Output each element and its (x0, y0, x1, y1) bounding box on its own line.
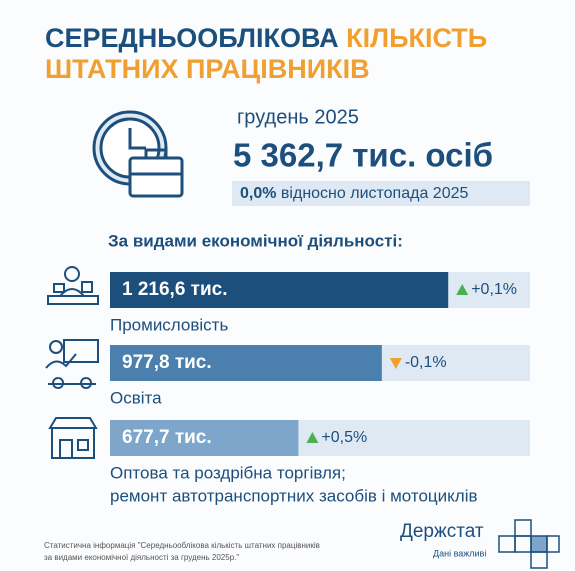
change: 0,0% відносно листопада 2025 (240, 185, 468, 202)
change-value: 0,0% (240, 185, 276, 202)
footer: Статистична інформація "Середньооблікова… (44, 519, 560, 569)
change-label: +0,5% (321, 429, 367, 446)
title-dark: СЕРЕДНЬООБЛІКОВА (45, 23, 339, 53)
arrow-down (389, 358, 402, 369)
source: Статистична інформація "Середньооблікова… (44, 541, 320, 550)
total: 5 362,7 тис. осіб (233, 137, 493, 174)
title-accent: ШТАТНИХ ПРАЦІВНИКІВ (45, 54, 370, 84)
activity-name: Оптова та роздрібна торгівля; (110, 463, 346, 482)
bar-label: 677,7 тис. (122, 427, 212, 448)
icon-industry (47, 266, 99, 305)
change-note: відносно листопада 2025 (281, 185, 469, 202)
source: за видами економічної діяльності за груд… (44, 553, 239, 562)
items: 1 216,6 тис. +0,1% Промисловість 977,8 тис.… (110, 272, 530, 505)
arrow-up (306, 432, 319, 443)
activity-name: Освіта (110, 388, 162, 407)
bar-label: 977,8 тис. (122, 352, 212, 373)
title-accent: КІЛЬКІСТЬ (346, 23, 487, 53)
icon-education (45, 339, 99, 389)
bar (110, 420, 299, 456)
bar (110, 345, 382, 381)
activity-name: Промисловість (110, 315, 228, 334)
change-box (232, 181, 530, 206)
activity-name: ремонт автотранспортних засобів і мотоци… (110, 486, 478, 505)
bar (110, 272, 449, 308)
change-label: -0,1% (405, 354, 447, 371)
section-heading: За видами економічної діяльності: (108, 231, 403, 250)
slogan: Дані важливі (433, 548, 486, 558)
arrow-up (456, 284, 469, 295)
icon-trade (48, 417, 98, 459)
period: грудень 2025 (237, 106, 359, 128)
logo-grid (498, 519, 560, 569)
bar-label: 1 216,6 тис. (122, 279, 228, 300)
logo: Держстат (400, 521, 484, 542)
icon-clock (92, 110, 184, 198)
title: СЕРЕДНЬООБЛІКОВА КІЛЬКІСТЬ (45, 23, 487, 53)
change-label: +0,1% (471, 281, 517, 298)
